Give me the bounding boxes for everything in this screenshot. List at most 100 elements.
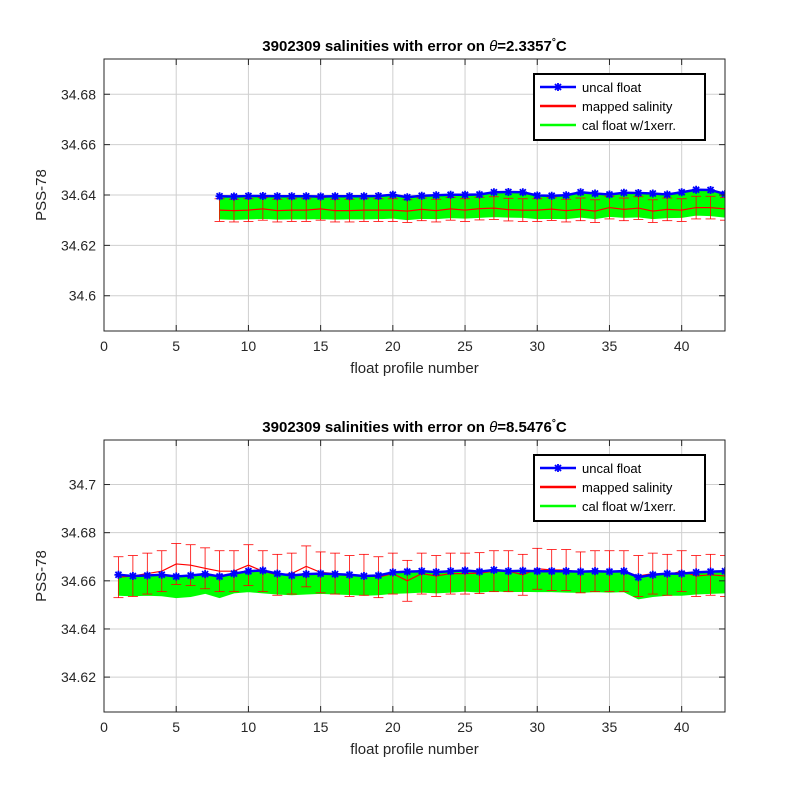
x-tick-label: 30 xyxy=(529,338,545,354)
uncal-float-point xyxy=(692,568,701,577)
uncal-float-point xyxy=(562,567,571,576)
uncal-float-point xyxy=(533,191,542,200)
uncal-float-point xyxy=(547,191,556,200)
title-degree: ° xyxy=(552,418,556,429)
uncal-float-point xyxy=(605,567,614,576)
chart-1: 0 5 10 15 20 25 30 35 40 34.6 34.62 34.64 34.66 34.68… xyxy=(33,37,726,377)
uncal-float-point xyxy=(374,192,383,201)
uncal-float-point xyxy=(663,569,672,578)
uncal-float-point xyxy=(591,567,600,576)
uncal-float-point xyxy=(302,570,311,579)
title-theta: θ xyxy=(489,419,497,436)
uncal-float-point xyxy=(461,190,470,199)
uncal-float-point xyxy=(489,188,498,197)
uncal-float-point xyxy=(345,192,354,201)
legend-mapped-salinity-label: mapped salinity xyxy=(582,99,673,114)
uncal-float-point xyxy=(663,190,672,199)
legend-uncal-float-label: uncal float xyxy=(582,80,642,95)
uncal-float-point xyxy=(547,567,556,576)
uncal-float-point xyxy=(619,567,628,576)
uncal-float-point xyxy=(576,567,585,576)
uncal-float-point xyxy=(533,567,542,576)
uncal-float-point xyxy=(489,565,498,574)
uncal-float-point xyxy=(287,192,296,201)
chart-title: 3902309 salinities with error on θ=8.547… xyxy=(262,418,567,436)
data-layer xyxy=(214,185,725,223)
uncal-float-point xyxy=(244,192,253,201)
uncal-float-point xyxy=(692,185,701,194)
x-axis-label: float profile number xyxy=(350,741,478,758)
title-unit: C xyxy=(556,419,567,436)
uncal-float-point xyxy=(475,567,484,576)
uncal-float-point xyxy=(302,192,311,201)
uncal-float-point xyxy=(287,571,296,580)
legend-uncal-marker xyxy=(554,83,562,91)
uncal-float-point xyxy=(258,566,267,575)
legend-cal-float-label: cal float w/1xerr. xyxy=(582,118,676,133)
uncal-float-point xyxy=(359,572,368,580)
uncal-float-point xyxy=(273,569,282,578)
uncal-float-point xyxy=(229,569,238,578)
uncal-float-point xyxy=(562,191,571,200)
uncal-float-point xyxy=(619,188,628,197)
uncal-float-point xyxy=(634,573,643,582)
x-tick-label: 15 xyxy=(313,338,329,354)
uncal-float-point xyxy=(446,567,455,576)
uncal-float-point xyxy=(417,567,426,576)
uncal-float-point xyxy=(504,187,513,196)
y-axis-label: PSS-78 xyxy=(33,550,50,602)
uncal-float-point xyxy=(518,188,527,197)
uncal-float-point xyxy=(186,571,195,580)
uncal-float-point xyxy=(605,190,614,199)
uncal-float-point xyxy=(417,191,426,200)
y-tick-label: 34.64 xyxy=(61,187,96,203)
title-prefix: 3902309 salinities with error on xyxy=(262,38,489,55)
legend-uncal-float-label: uncal float xyxy=(582,461,642,476)
uncal-float-point xyxy=(706,567,715,576)
x-tick-label: 25 xyxy=(457,719,473,735)
legend: uncal float mapped salinity cal float w/1x… xyxy=(533,73,706,141)
y-tick-label: 34.6 xyxy=(69,288,96,304)
x-tick-label: 20 xyxy=(385,719,401,735)
x-axis-label: float profile number xyxy=(350,360,478,377)
uncal-float-point xyxy=(157,570,166,579)
y-tick-label: 34.7 xyxy=(69,477,96,493)
uncal-float-point xyxy=(331,192,340,201)
legend: uncal float mapped salinity cal float w/1x… xyxy=(533,454,706,522)
uncal-float-point xyxy=(359,192,368,201)
x-tick-label: 20 xyxy=(385,338,401,354)
uncal-float-point xyxy=(143,571,152,580)
legend-mapped-salinity-label: mapped salinity xyxy=(582,480,673,495)
uncal-float-point xyxy=(432,191,441,200)
uncal-float-point xyxy=(331,570,340,579)
x-tick-label: 35 xyxy=(602,719,618,735)
x-tick-label: 10 xyxy=(241,719,257,735)
uncal-float-point xyxy=(677,569,686,578)
x-tick-label: 0 xyxy=(100,719,108,735)
x-tick-label: 5 xyxy=(172,338,180,354)
uncal-float-point xyxy=(648,570,657,579)
uncal-float-point xyxy=(591,189,600,198)
uncal-float-point xyxy=(504,567,513,576)
x-tick-label: 25 xyxy=(457,338,473,354)
uncal-float-point xyxy=(316,569,325,578)
uncal-float-point xyxy=(128,572,137,580)
axes-box xyxy=(103,439,726,713)
uncal-float-point xyxy=(388,190,397,199)
uncal-float-point xyxy=(461,566,470,575)
title-theta: θ xyxy=(489,38,497,55)
y-tick-label: 34.64 xyxy=(61,621,96,637)
x-tick-label: 35 xyxy=(602,338,618,354)
uncal-float-point xyxy=(244,567,253,576)
uncal-float-point xyxy=(374,571,383,580)
legend-cal-float-label: cal float w/1xerr. xyxy=(582,499,676,514)
uncal-float-point xyxy=(706,185,715,194)
uncal-float-point xyxy=(388,568,397,577)
title-value: =8.5476 xyxy=(497,419,552,436)
uncal-float-point xyxy=(172,572,181,581)
uncal-float-point xyxy=(475,190,484,199)
uncal-float-point xyxy=(403,193,412,202)
x-tick-label: 15 xyxy=(313,719,329,735)
data-layer xyxy=(113,543,725,602)
